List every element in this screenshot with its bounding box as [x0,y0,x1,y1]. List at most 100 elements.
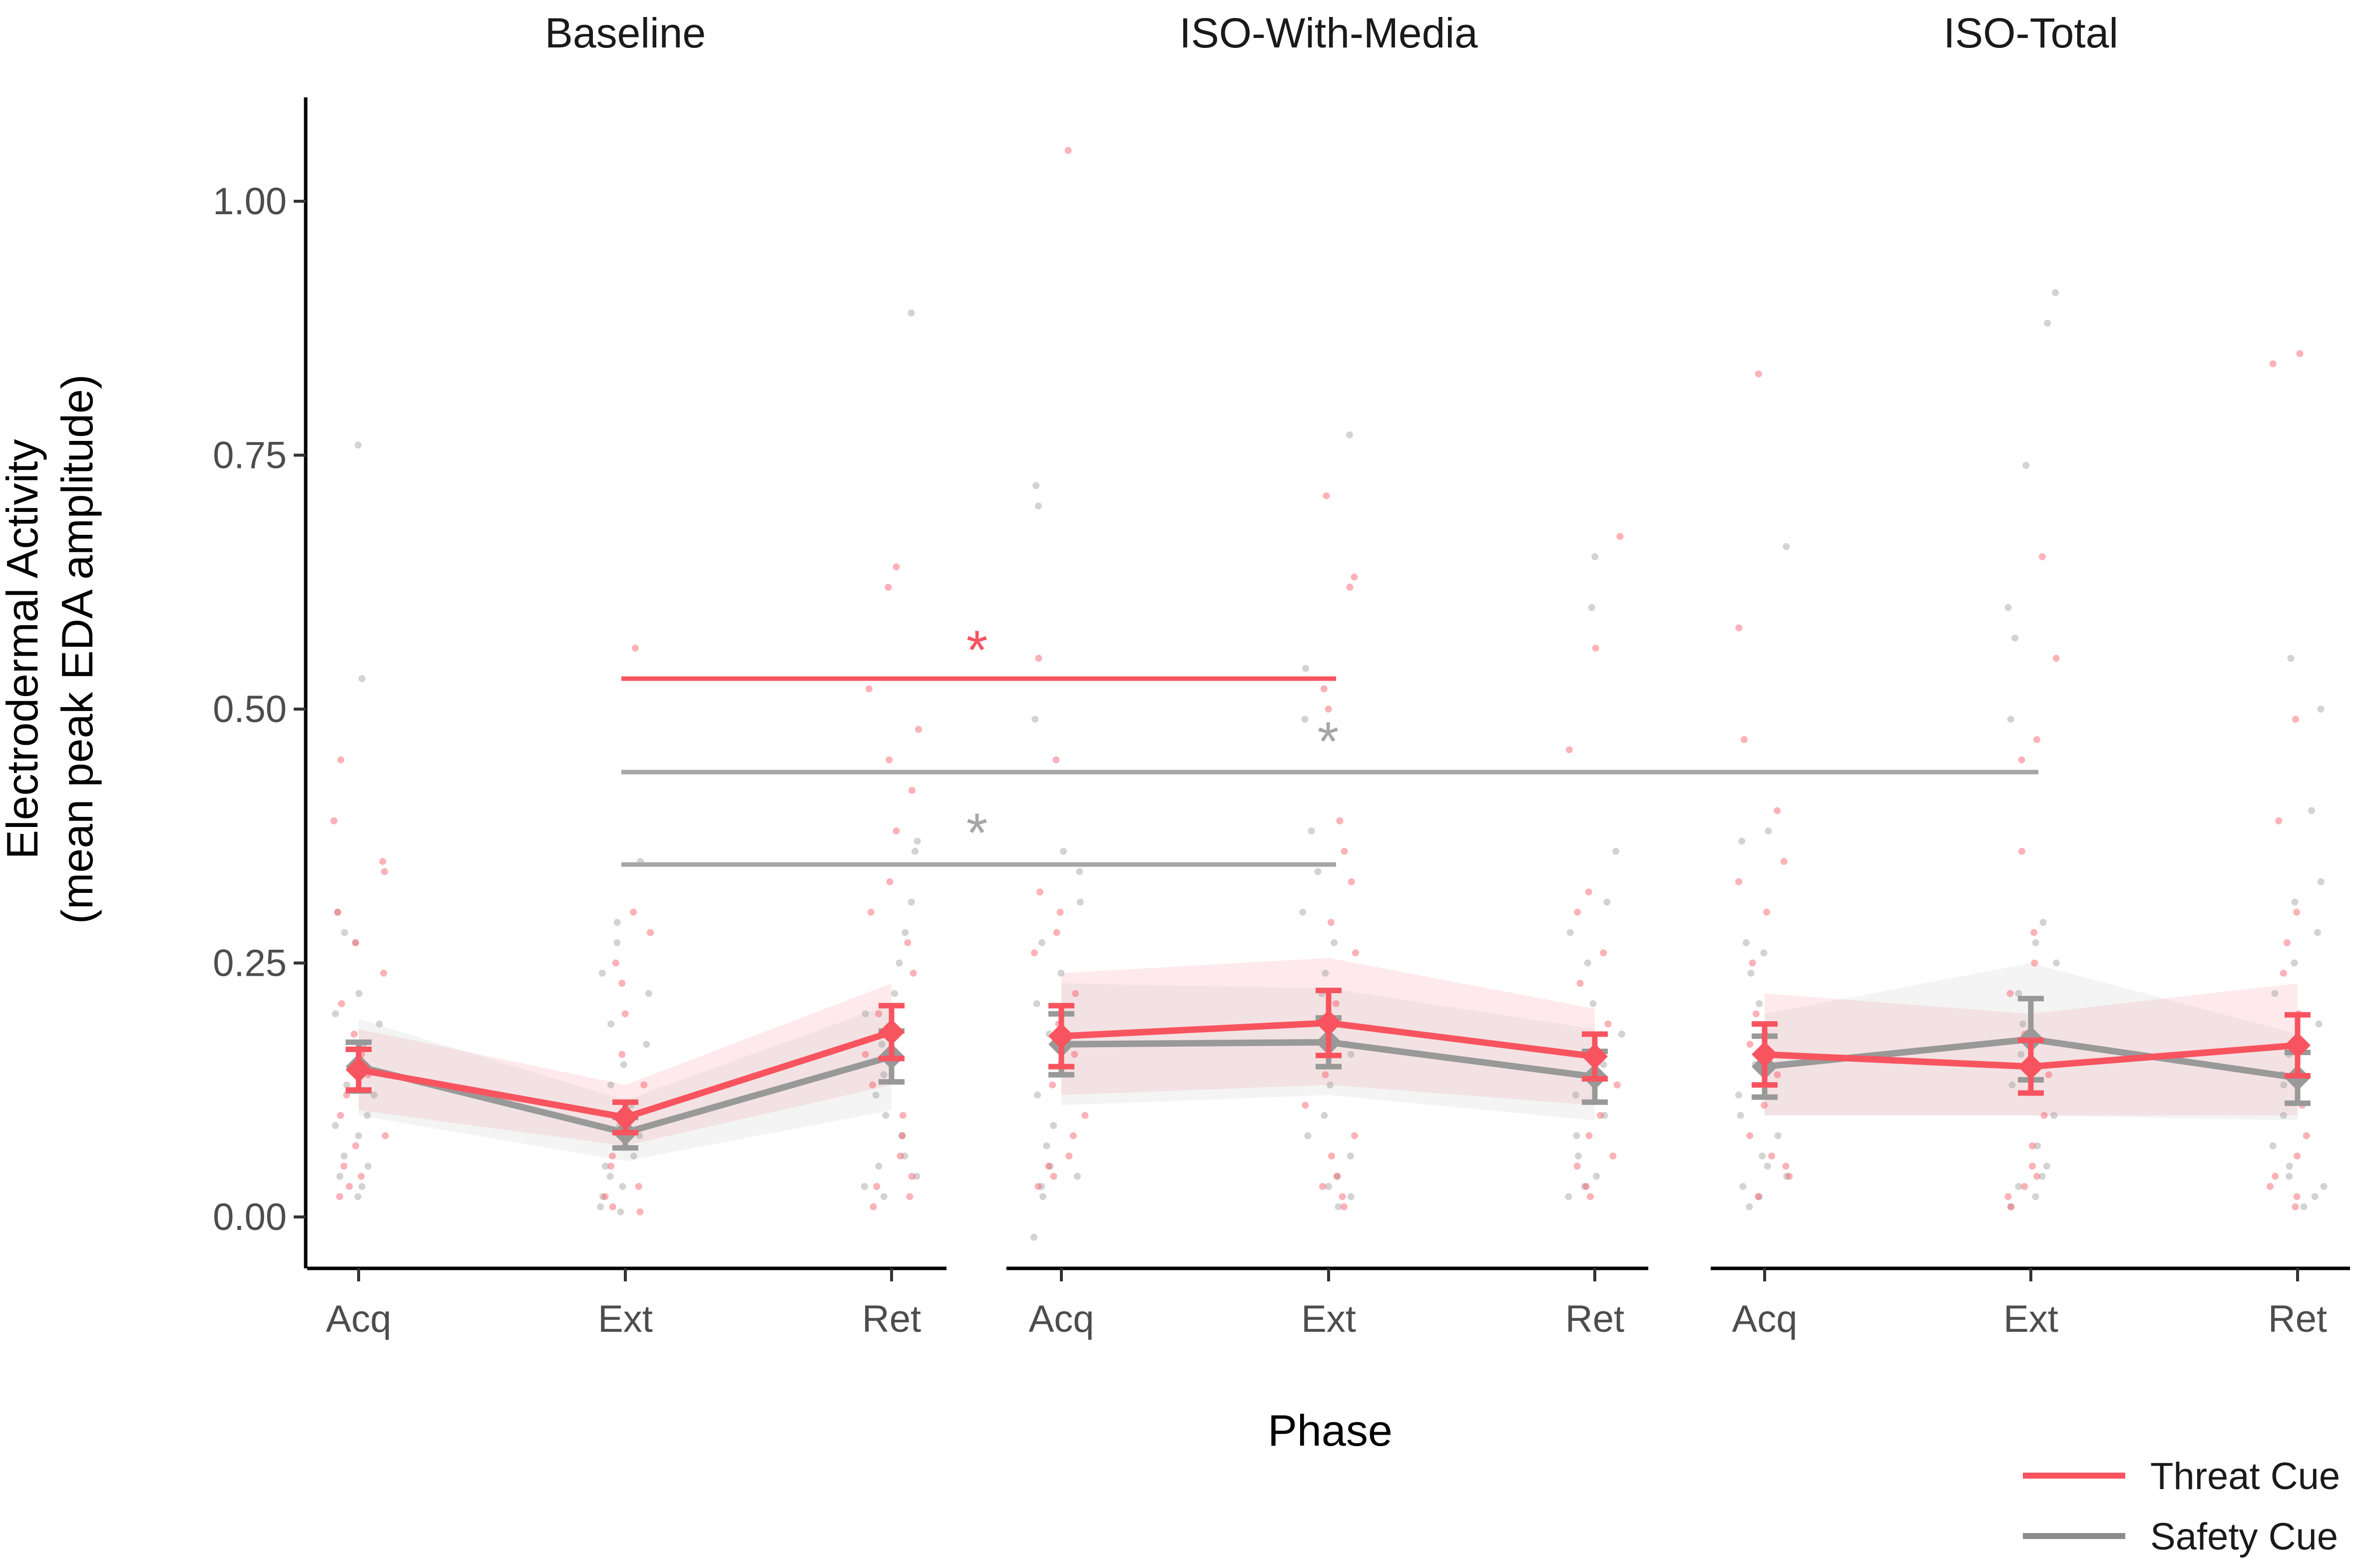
data-point [2300,1203,2308,1210]
data-point [908,786,916,794]
data-point [1783,543,1790,550]
data-point [631,644,639,652]
data-point [1347,1193,1355,1200]
data-point [1575,1152,1582,1160]
data-point [908,1173,916,1180]
data-point [2314,929,2322,936]
data-point [2039,919,2047,926]
data-point [1603,898,1611,906]
data-point [2303,1132,2310,1140]
panel-title-2: ISO-With-Media [1179,9,1478,56]
data-point [1612,847,1620,855]
data-point [2033,736,2041,744]
data-point [1586,1193,1594,1200]
data-point [1050,1122,1057,1129]
data-point [1341,1203,1348,1210]
data-point [358,675,366,682]
data-point [911,847,919,855]
data-point [1030,949,1038,957]
data-point [1319,1182,1327,1190]
data-point [2015,990,2022,997]
data-point [1780,858,1788,865]
data-point [2294,1152,2301,1160]
data-point [2040,1112,2048,1119]
data-point [2004,1193,2012,1200]
data-point [346,1182,353,1190]
data-point [1747,969,1755,977]
data-point [340,1163,348,1170]
data-point [364,1163,372,1170]
data-point [875,1010,883,1018]
data-point [1033,1000,1040,1007]
data-point [381,868,388,875]
data-point [1060,847,1067,855]
data-point [2032,939,2039,946]
data-point [2050,1112,2058,1119]
data-point [2006,990,2014,997]
data-point [376,1020,383,1028]
data-point [2267,1182,2274,1190]
data-point [1076,898,1084,906]
data-point [1600,1061,1607,1068]
data-point [1073,1173,1081,1180]
data-point [2291,959,2298,967]
data-point [1782,1163,1790,1170]
data-point [380,969,388,977]
data-point [1740,736,1748,744]
data-point [872,1091,880,1099]
data-point [2280,1081,2288,1089]
data-point [2021,1182,2028,1190]
jitter-points [330,147,2328,1241]
data-point [1573,1163,1581,1170]
data-point [1768,1152,1776,1160]
y-tick-label: 0.00 [213,1196,287,1238]
data-point [873,1182,881,1190]
data-point [1574,908,1581,916]
data-point [1034,1091,1041,1099]
data-point [2286,1173,2293,1180]
data-point [336,1193,343,1200]
x-tick-label: Acq [1732,1298,1798,1340]
data-point [904,939,912,946]
data-point [1299,908,1307,916]
data-point [599,1193,606,1200]
data-point [1596,1112,1604,1119]
data-point [618,980,626,987]
data-point [630,908,637,916]
data-point [2287,655,2295,662]
data-point [352,1142,360,1150]
data-point [2269,1142,2277,1150]
data-point [2293,908,2301,916]
data-point [899,1112,907,1119]
data-point [1057,969,1065,977]
data-point [1348,878,1355,885]
data-point [1760,949,1768,957]
data-point [1050,1173,1057,1180]
mean-marker [2018,1053,2044,1080]
data-point [1585,888,1592,896]
band-threat-cue [359,983,892,1146]
data-point [1737,1112,1744,1119]
data-point [2292,1203,2299,1210]
data-point [1302,1102,1309,1109]
data-point [1573,1132,1580,1140]
x-tick-label: Ret [1565,1298,1624,1340]
data-point [908,898,915,906]
data-point [862,1051,869,1058]
data-point [2032,1193,2039,1200]
data-point [598,969,606,977]
data-point [2296,350,2304,358]
legend-threat-label: Threat Cue [2150,1455,2340,1498]
data-point [2004,604,2012,611]
data-point [2280,1112,2287,1119]
data-point [1052,756,1060,764]
data-point [914,837,921,845]
mean-marker [346,1057,372,1083]
data-point [2293,1193,2301,1200]
panel-title-1: Baseline [545,9,706,56]
data-point [2271,990,2279,997]
legend: Threat Cue Safety Cue [2023,1455,2340,1558]
data-point [2052,655,2060,662]
data-point [913,1173,921,1180]
data-point [1581,1182,1588,1190]
